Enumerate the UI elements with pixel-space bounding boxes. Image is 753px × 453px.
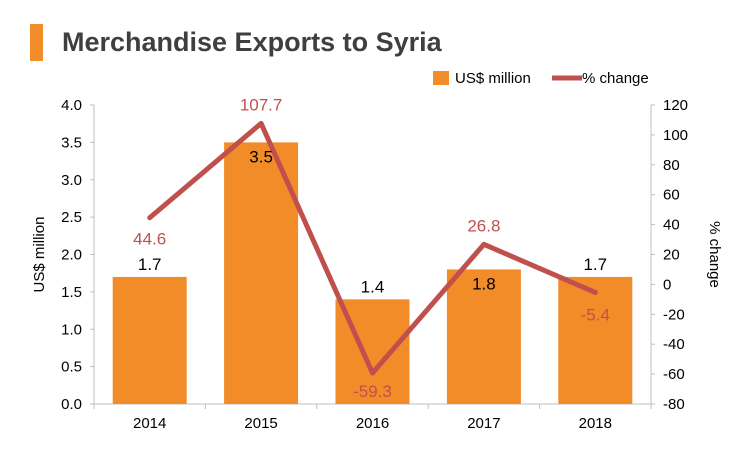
- percent-change-line: [147, 120, 598, 376]
- right-tick-label: 60: [663, 187, 680, 204]
- left-tick-label: 0.5: [61, 359, 82, 376]
- x-tick-label: 2018: [579, 415, 612, 432]
- line-data-label: -5.4: [581, 305, 610, 324]
- left-tick-label: 1.5: [61, 284, 82, 301]
- right-tick-label: -20: [663, 306, 685, 323]
- right-tick-label: -80: [663, 396, 685, 413]
- title-accent-bar: [30, 24, 43, 61]
- left-tick-label: 3.5: [61, 134, 82, 151]
- line-data-label: 44.6: [133, 230, 166, 249]
- x-tick-label: 2016: [356, 415, 389, 432]
- bar-data-label: 1.8: [472, 274, 496, 293]
- bar-2014: [112, 276, 187, 404]
- left-tick-label: 1.0: [61, 321, 82, 338]
- right-tick-label: 100: [663, 127, 688, 144]
- left-tick-label: 2.0: [61, 247, 82, 264]
- x-tick-label: 2014: [133, 415, 166, 432]
- left-tick-label: 4.0: [61, 97, 82, 114]
- chart-title: Merchandise Exports to Syria: [62, 27, 442, 57]
- bar-data-label: 1.4: [361, 277, 385, 296]
- bar-2017: [446, 269, 521, 404]
- line-data-label: -59.3: [353, 382, 392, 401]
- right-axis-title: % change: [706, 221, 723, 288]
- right-tick-label: 120: [663, 97, 688, 114]
- right-tick-label: -40: [663, 336, 685, 353]
- bar-2018: [558, 276, 633, 404]
- bar-data-label: 1.7: [138, 255, 162, 274]
- bar-data-label: 1.7: [583, 255, 607, 274]
- right-tick-label: -60: [663, 366, 685, 383]
- right-tick-label: 0: [663, 276, 671, 293]
- bar-data-label: 3.5: [249, 147, 273, 166]
- right-tick-label: 40: [663, 217, 680, 234]
- legend-line-label: % change: [582, 70, 649, 87]
- left-tick-label: 0.0: [61, 396, 82, 413]
- left-axis-title: US$ million: [31, 217, 48, 293]
- legend-bar-label: US$ million: [455, 70, 531, 87]
- legend-bar-swatch: [433, 71, 449, 85]
- right-tick-label: 80: [663, 157, 680, 174]
- bar-2015: [224, 142, 299, 404]
- x-tick-label: 2015: [244, 415, 277, 432]
- left-tick-label: 2.5: [61, 209, 82, 226]
- right-tick-label: 20: [663, 247, 680, 264]
- line-data-label: 26.8: [467, 216, 500, 235]
- line-data-label: 107.7: [240, 95, 283, 114]
- x-tick-label: 2017: [467, 415, 500, 432]
- left-tick-label: 3.0: [61, 172, 82, 189]
